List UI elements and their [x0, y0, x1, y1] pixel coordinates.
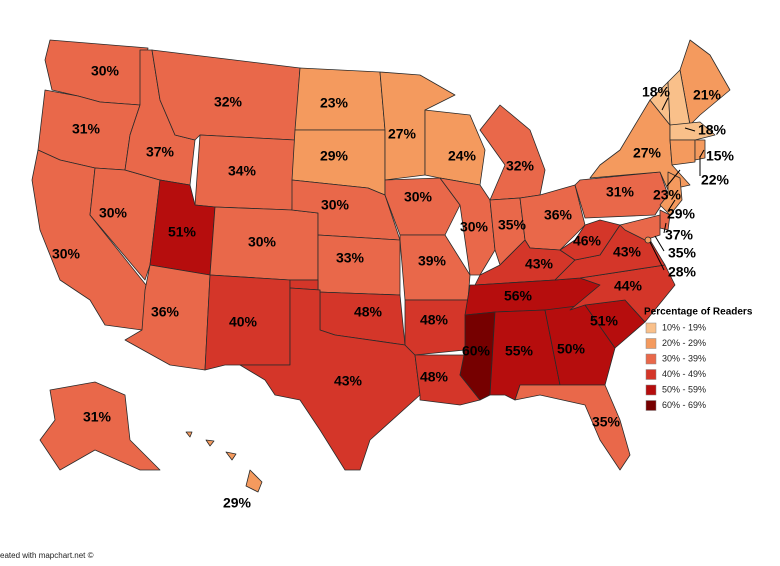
legend-title: Percentage of Readers [644, 307, 753, 318]
legend-swatch [645, 384, 657, 396]
region-label: 18% [642, 84, 671, 100]
region-label: 34% [228, 163, 257, 179]
region-label: 29% [320, 148, 349, 164]
region [239, 287, 421, 471]
legend-swatch [645, 369, 657, 380]
region-label: 27% [633, 145, 662, 161]
region-label: 50% [557, 341, 586, 357]
region-label: 36% [544, 207, 573, 223]
legend-label: 50% - 59% [662, 384, 706, 394]
region-label: 43% [525, 256, 554, 272]
region [31, 149, 151, 331]
region [619, 214, 661, 241]
legend-label: 10% - 19% [662, 322, 706, 332]
region [569, 264, 676, 323]
region-label: 18% [698, 122, 727, 138]
region-label: 48% [420, 369, 449, 385]
footer: eated with mapchart.net © [0, 551, 94, 560]
region [479, 104, 546, 201]
region [694, 139, 706, 161]
region-label: 29% [667, 206, 696, 222]
legend-label: 60% - 69% [662, 400, 706, 410]
region [669, 121, 716, 141]
region-label: 30% [404, 189, 433, 205]
region [245, 469, 263, 493]
region-label: 22% [701, 172, 730, 188]
region-label: 30% [321, 197, 350, 213]
region [439, 177, 496, 276]
region-label: 35% [668, 245, 697, 261]
region-label: 43% [613, 244, 642, 260]
region-label: 29% [223, 495, 252, 511]
legend-swatch [645, 400, 657, 411]
region-label: 40% [229, 314, 258, 330]
leader-lines [649, 97, 705, 271]
region [559, 219, 621, 261]
region [39, 381, 161, 471]
region-label: 28% [668, 264, 697, 280]
region-label: 35% [498, 217, 527, 233]
region-label: 37% [665, 227, 694, 243]
legend-swatch [645, 353, 657, 365]
region-label: 44% [614, 278, 643, 294]
region-label: 23% [653, 187, 682, 203]
region-label: 30% [52, 246, 81, 262]
legend-label: 40% - 49% [662, 369, 706, 379]
region-label: 32% [214, 94, 243, 110]
region-label: 39% [418, 253, 447, 269]
region [404, 299, 469, 356]
region-label: 46% [573, 233, 602, 249]
region-label: 48% [354, 304, 383, 320]
legend-label: 30% - 39% [662, 353, 706, 363]
region-label: 31% [83, 409, 112, 425]
region-label: 30% [460, 219, 489, 235]
region-label: 48% [420, 312, 449, 328]
legend: 10% - 19% 20% - 29% 30% - 39% 40% - 49% 50% … [645, 322, 706, 411]
region-label: 33% [336, 250, 365, 266]
region-label: 23% [320, 95, 349, 111]
region-label: 31% [606, 184, 635, 200]
region-label: 30% [91, 63, 120, 79]
legend-swatch [645, 322, 657, 334]
island [185, 431, 193, 438]
region-label: 30% [99, 205, 128, 221]
region-label: 36% [151, 304, 180, 320]
region [644, 236, 652, 244]
region-label: 56% [504, 288, 533, 304]
region-label: 24% [448, 148, 477, 164]
region-label: 35% [592, 414, 621, 430]
region-label: 55% [505, 343, 534, 359]
region-label: 51% [168, 224, 197, 240]
region-label: 51% [590, 313, 619, 329]
region [669, 139, 696, 166]
region-label: 21% [693, 87, 722, 103]
region-label: 37% [146, 144, 175, 160]
region-label: 15% [706, 148, 735, 164]
region-label: 31% [72, 121, 101, 137]
region-label: 32% [506, 158, 535, 174]
legend-label: 20% - 29% [662, 338, 706, 348]
region-label: 30% [248, 234, 277, 250]
legend-swatch [645, 338, 657, 349]
region-label: 43% [334, 373, 363, 389]
region [514, 384, 631, 471]
region-label: 60% [462, 343, 491, 359]
island [225, 451, 237, 461]
region-label: 27% [388, 126, 417, 142]
island [205, 439, 215, 447]
